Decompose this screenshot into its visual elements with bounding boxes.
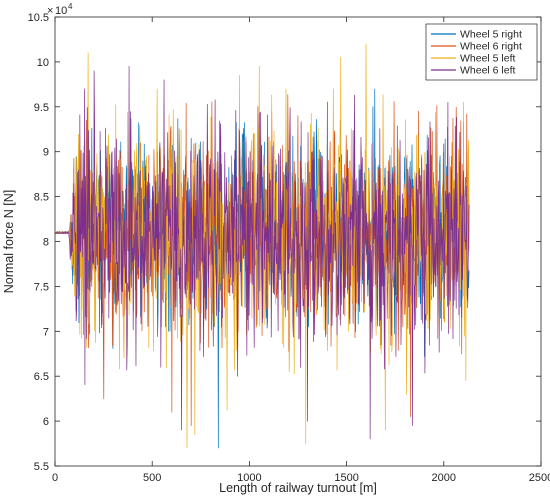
y-tick-label: 10.5 — [28, 12, 49, 24]
x-tick-label: 0 — [52, 472, 58, 484]
x-tick-label: 2500 — [529, 472, 550, 484]
series-layer — [54, 43, 470, 449]
legend-entry-label: Wheel 5 right — [460, 29, 522, 41]
x-tick-label: 1500 — [334, 472, 358, 484]
series-line-4 — [54, 66, 470, 440]
y-tick-label: 7 — [43, 326, 49, 338]
legend-box — [425, 23, 538, 81]
legend-entry-label: Wheel 6 left — [460, 65, 516, 77]
y-tick-label: 7.5 — [34, 281, 49, 293]
y-tick-label: 10 — [37, 57, 49, 69]
y-exponent-times: × — [47, 5, 53, 17]
y-tick-label: 8.5 — [34, 192, 49, 204]
x-tick-label: 2000 — [432, 472, 456, 484]
y-exponent-base: 10 — [55, 5, 67, 17]
x-tick-label: 1000 — [237, 472, 261, 484]
y-tick-label: 6.5 — [34, 371, 49, 383]
x-axis-label: Length of railway turnout [m] — [219, 481, 377, 495]
legend-entry-label: Wheel 5 left — [460, 53, 516, 65]
y-axis-label: Normal force N [N] — [2, 190, 16, 294]
legend-entry-label: Wheel 6 right — [460, 41, 522, 53]
y-tick-label: 8 — [43, 237, 49, 249]
y-tick-label: 6 — [43, 416, 49, 428]
x-tick-label: 500 — [143, 472, 161, 484]
y-tick-label: 9 — [43, 147, 49, 159]
y-tick-label: 9.5 — [34, 102, 49, 114]
ticks-layer: 0 500 1000 1500 2000 2500 5.5 6 6.5 7 7.5 8 8.5 9 9.5 1… — [28, 12, 550, 484]
y-tick-label: 5.5 — [34, 461, 49, 473]
y-exponent-power: 4 — [68, 2, 73, 11]
